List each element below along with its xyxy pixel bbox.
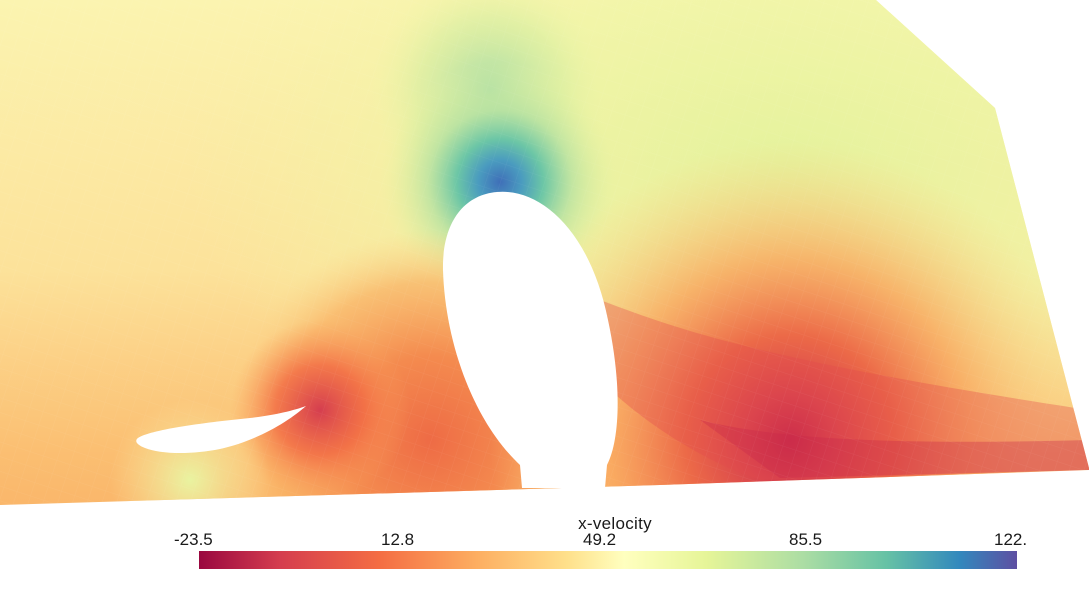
colorbar-tick-3: 49.2 (583, 530, 617, 549)
colorbar (199, 551, 1017, 569)
colorbar-title: x-velocity (578, 514, 652, 533)
colorbar-tick-2: 12.8 (381, 530, 415, 549)
colorbar-tick-max: 122. (994, 530, 1028, 549)
colorbar-tick-4: 85.5 (789, 530, 823, 549)
colorbar-tick-min: -23.5 (174, 530, 213, 549)
ellipse-body (442, 191, 618, 488)
airfoil-body (136, 406, 306, 454)
colorbar-gradient (199, 551, 1017, 569)
